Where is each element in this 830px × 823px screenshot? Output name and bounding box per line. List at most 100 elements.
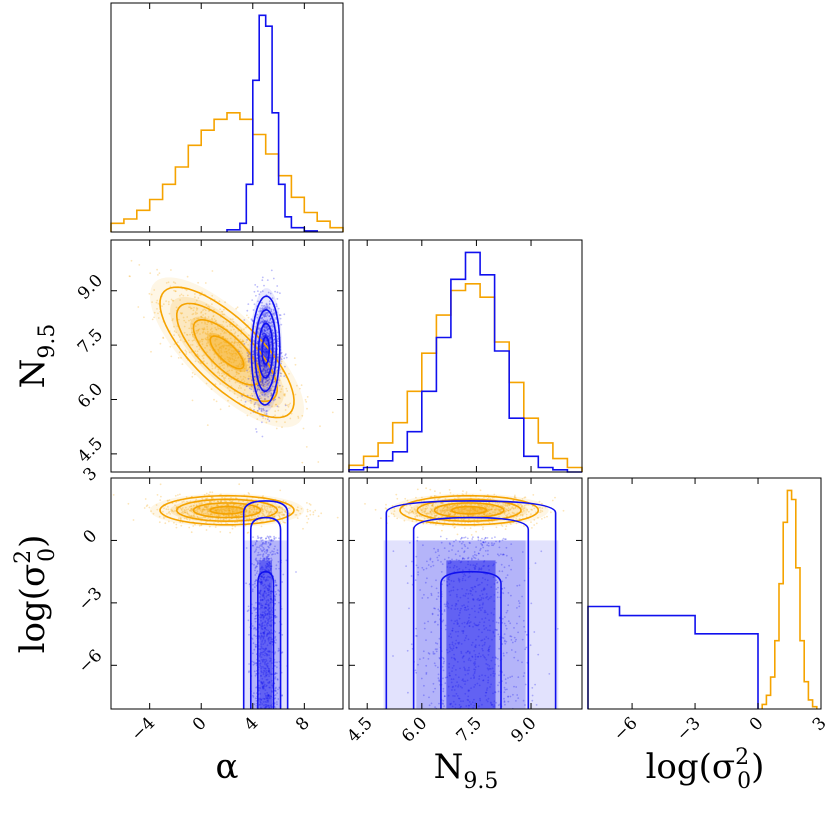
sample-point <box>280 368 282 371</box>
sample-point <box>261 317 263 319</box>
sample-point <box>259 307 262 310</box>
sample-point <box>228 380 231 382</box>
sample-point <box>180 312 183 315</box>
sample-point <box>251 638 254 640</box>
sample-point <box>265 348 268 350</box>
sample-point <box>217 334 220 337</box>
sample-point <box>274 609 277 611</box>
sample-point <box>207 321 210 324</box>
sample-point <box>192 525 195 527</box>
sample-point <box>254 325 256 328</box>
sample-point <box>254 550 257 552</box>
sample-point <box>206 344 209 347</box>
sample-point <box>274 651 277 654</box>
sample-point <box>281 355 284 358</box>
sample-point <box>276 340 279 343</box>
sample-point <box>254 558 257 561</box>
sample-point <box>128 275 131 277</box>
sample-point <box>272 516 275 518</box>
sample-point <box>466 537 469 540</box>
sample-point <box>267 291 270 294</box>
sample-point <box>275 305 278 307</box>
sample-point <box>264 313 266 316</box>
sample-point <box>199 294 201 296</box>
sample-point <box>396 497 399 500</box>
sample-point <box>186 511 188 513</box>
sample-point <box>273 352 276 355</box>
sample-point <box>280 362 282 365</box>
sample-point <box>218 346 221 349</box>
sample-point <box>265 364 268 367</box>
sample-point <box>266 305 269 308</box>
sample-point <box>190 510 193 512</box>
sample-point <box>247 353 250 355</box>
sample-point <box>279 292 281 295</box>
sample-point <box>249 511 252 513</box>
sample-point <box>257 562 260 564</box>
sample-point <box>226 364 229 367</box>
sample-point <box>200 316 203 318</box>
sample-point <box>220 328 223 331</box>
sample-point <box>240 521 243 524</box>
sample-point <box>204 316 207 319</box>
sample-point <box>215 509 218 511</box>
sample-point <box>200 310 203 313</box>
sample-point <box>264 307 266 310</box>
sample-point <box>195 299 198 302</box>
sample-point <box>262 368 265 371</box>
sample-point <box>239 360 242 362</box>
sample-point <box>228 323 231 326</box>
sample-point <box>232 321 235 323</box>
sample-point <box>280 358 283 361</box>
sample-point <box>185 289 188 292</box>
sample-point <box>233 342 236 345</box>
sample-point <box>202 338 205 341</box>
sample-point <box>266 557 268 559</box>
sample-point <box>305 400 308 403</box>
sample-point <box>222 518 225 520</box>
sample-point <box>268 554 270 556</box>
sample-point <box>228 377 230 380</box>
sample-point <box>262 542 265 544</box>
sample-point <box>263 393 266 396</box>
sample-point <box>230 361 233 364</box>
sample-point <box>253 607 256 609</box>
sample-point <box>272 331 274 334</box>
sample-point <box>274 672 277 674</box>
sample-point <box>285 353 287 355</box>
sample-point <box>270 310 273 313</box>
sample-point <box>278 632 281 634</box>
sample-point <box>170 355 173 358</box>
sample-point <box>218 347 221 350</box>
sample-point <box>262 385 265 388</box>
sample-point <box>269 539 272 542</box>
sample-point <box>223 379 226 382</box>
sample-point <box>201 502 203 505</box>
sample-point <box>272 335 275 338</box>
sample-point <box>261 543 264 546</box>
sample-point <box>207 510 210 513</box>
sample-point <box>168 312 171 315</box>
sample-point <box>267 536 270 539</box>
sample-point <box>167 500 169 502</box>
sample-point <box>267 510 270 513</box>
sample-point <box>234 381 237 384</box>
sample-point <box>278 512 281 515</box>
sample-point <box>251 588 254 591</box>
sample-point <box>259 548 262 550</box>
sample-point <box>166 499 169 502</box>
sample-point <box>274 622 276 624</box>
sample-point <box>262 351 265 353</box>
sample-point <box>250 400 253 403</box>
sample-point <box>259 357 262 360</box>
sample-point <box>273 314 276 316</box>
sample-point <box>197 355 200 357</box>
sample-point <box>268 306 270 309</box>
sample-point <box>269 356 271 359</box>
sample-point <box>232 507 235 510</box>
sample-point <box>256 560 259 563</box>
sample-point <box>266 326 269 328</box>
sample-point <box>204 321 206 324</box>
sample-point <box>247 355 250 358</box>
sample-point <box>253 508 256 511</box>
